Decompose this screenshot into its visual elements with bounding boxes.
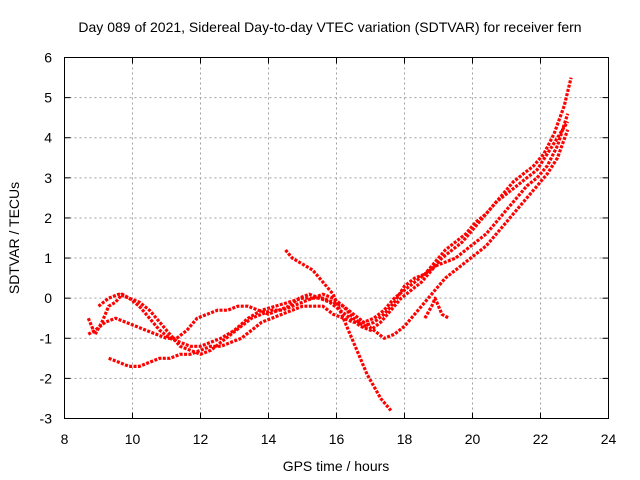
y-tick-label: -3 [40, 411, 53, 427]
y-tick-label: 5 [44, 90, 52, 106]
x-tick-label: 12 [193, 431, 209, 447]
x-axis-ticks: 8 10 12 14 16 18 20 22 24 [61, 57, 617, 447]
x-tick-label: 24 [601, 431, 617, 447]
y-tick-label: 1 [44, 250, 52, 266]
x-tick-label: 16 [329, 431, 345, 447]
x-axis-label: GPS time / hours [283, 458, 390, 474]
y-tick-label: 6 [44, 50, 52, 66]
x-tick-label: 14 [261, 431, 277, 447]
x-tick-label: 18 [397, 431, 413, 447]
x-tick-label: 22 [533, 431, 549, 447]
y-tick-label: -1 [40, 330, 53, 346]
y-tick-label: 3 [44, 170, 52, 186]
series-line [86, 113, 570, 348]
series-line [284, 248, 393, 412]
data-series [86, 77, 573, 412]
y-axis-ticks: -3 -2 -1 0 1 2 3 4 5 6 [40, 50, 609, 427]
y-tick-label: -2 [40, 370, 53, 386]
x-tick-label: 20 [465, 431, 481, 447]
series-line [97, 129, 570, 356]
chart-title: Day 089 of 2021, Sidereal Day-to-day VTE… [78, 19, 581, 35]
y-tick-label: 2 [44, 210, 52, 226]
series-line [423, 296, 450, 320]
grid-lines [64, 57, 609, 419]
series-line [108, 120, 570, 368]
x-tick-label: 8 [61, 431, 69, 447]
y-tick-label: 4 [44, 130, 52, 146]
y-axis-label: SDTVAR / TECUs [6, 182, 22, 294]
series-line [87, 77, 573, 340]
x-tick-label: 10 [125, 431, 141, 447]
y-tick-label: 0 [44, 290, 52, 306]
